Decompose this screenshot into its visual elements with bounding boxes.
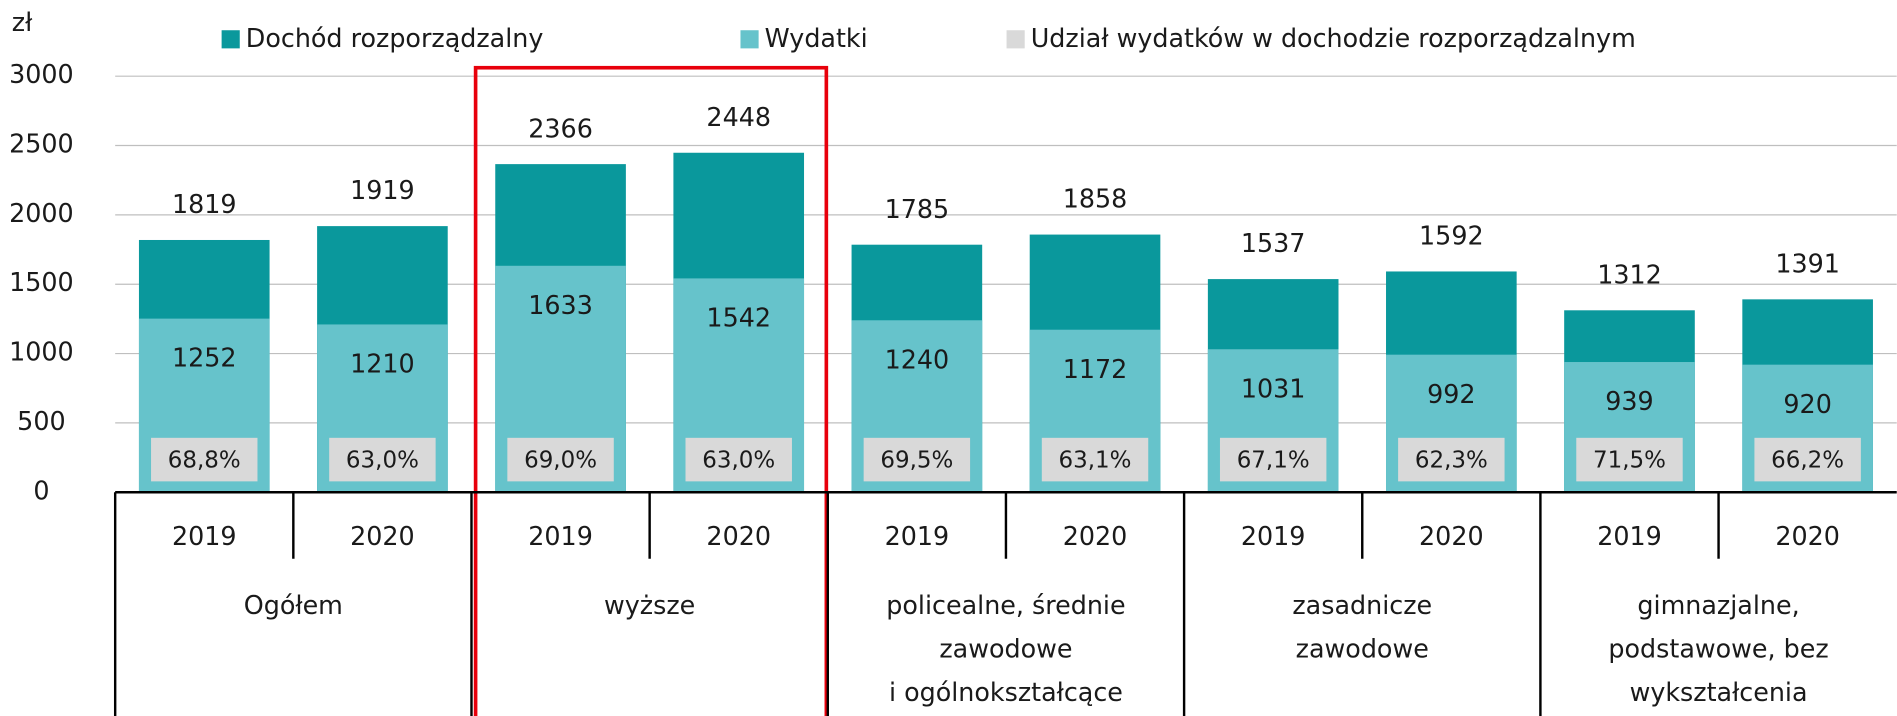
data-label: 1819: [172, 189, 237, 219]
share-box: [1219, 437, 1327, 482]
group-label-line: policealne, średnie: [886, 590, 1125, 620]
data-label: 1312: [1597, 259, 1662, 289]
group-label: wyższe: [604, 590, 695, 620]
share-label: 63,1%: [1059, 447, 1132, 473]
x-tick-label: 2019: [528, 521, 593, 551]
x-tick-label: 2019: [885, 521, 950, 551]
data-label: 992: [1427, 379, 1475, 409]
data-label: 1858: [1063, 184, 1128, 214]
x-tick-label: 2020: [350, 521, 415, 551]
group-label-line: podstawowe, bez: [1608, 634, 1828, 664]
data-label: 2366: [528, 113, 593, 143]
data-label: 1537: [1241, 228, 1306, 258]
y-tick-label: 0: [33, 475, 49, 505]
y-tick-label: 2500: [9, 129, 74, 159]
legend-label: Dochód rozporządzalny: [246, 23, 544, 53]
share-label: 67,1%: [1237, 447, 1310, 473]
x-tick-label: 2020: [706, 521, 771, 551]
legend-swatch: [221, 30, 240, 49]
share-box: [329, 437, 436, 482]
x-tick-label: 2019: [172, 521, 237, 551]
group-label-line: wykształcenia: [1630, 677, 1808, 707]
x-tick-label: 2020: [1419, 521, 1484, 551]
data-label: 1252: [172, 343, 237, 373]
group-label-line: wyższe: [604, 590, 695, 620]
y-tick-label: 2000: [9, 198, 74, 228]
data-label: 920: [1783, 389, 1831, 419]
share-label: 66,2%: [1771, 447, 1844, 473]
share-box: [507, 437, 614, 482]
share-box: [1398, 437, 1505, 482]
group-label: policealne, średnie zawodowe i ogólnokszta…: [886, 590, 1125, 707]
group-label-line: gimnazjalne,: [1637, 590, 1799, 620]
legend-swatch: [740, 30, 759, 49]
group-label-line: i ogólnokształcące: [889, 677, 1123, 707]
group-label-line: Ogółem: [244, 590, 343, 620]
data-label: 1391: [1775, 248, 1840, 278]
group-label-line: zawodowe: [939, 634, 1072, 664]
share-box: [863, 437, 971, 482]
y-tick-label: 1000: [9, 337, 74, 367]
data-label: 1172: [1063, 354, 1128, 384]
y-tick-label: 1500: [9, 267, 74, 297]
group-label-line: zawodowe: [1296, 634, 1429, 664]
x-tick-label: 2019: [1241, 521, 1306, 551]
data-label: 1633: [528, 290, 593, 320]
y-tick-label: 3000: [9, 59, 74, 89]
share-label: 63,0%: [346, 447, 419, 473]
share-box: [1754, 437, 1861, 482]
group-label-line: zasadnicze: [1292, 590, 1432, 620]
highlight-frame: [473, 65, 829, 716]
share-label: 62,3%: [1415, 447, 1488, 473]
share-box: [1041, 437, 1149, 482]
share-box: [151, 437, 258, 482]
group-label: Ogółem: [244, 590, 343, 620]
data-label: 1919: [350, 175, 415, 205]
share-label: 63,0%: [702, 447, 775, 473]
share-label: 68,8%: [168, 447, 241, 473]
data-label: 1785: [885, 194, 950, 224]
legend-label: Wydatki: [765, 23, 868, 53]
data-label: 939: [1605, 386, 1653, 416]
group-label: gimnazjalne, podstawowe, bez wykształcenia: [1608, 590, 1828, 707]
share-box: [1576, 437, 1683, 482]
y-axis-label: zł: [12, 7, 33, 37]
x-tick-label: 2020: [1063, 521, 1128, 551]
share-label: 69,0%: [524, 447, 597, 473]
data-label: 1542: [706, 303, 771, 333]
data-label: 2448: [706, 102, 771, 132]
x-tick-label: 2019: [1597, 521, 1662, 551]
share-label: 71,5%: [1593, 447, 1666, 473]
x-tick-label: 2020: [1775, 521, 1840, 551]
group-label: zasadnicze zawodowe: [1292, 590, 1432, 664]
data-label: 1210: [350, 349, 415, 379]
data-label: 1240: [885, 344, 950, 374]
data-label: 1592: [1419, 221, 1484, 251]
share-box: [685, 437, 792, 482]
share-label: 69,5%: [880, 447, 953, 473]
y-tick-label: 500: [17, 406, 65, 436]
legend-label: Udział wydatków w dochodzie rozporządzal…: [1031, 23, 1636, 53]
data-label: 1031: [1241, 373, 1306, 403]
legend-swatch: [1006, 30, 1025, 49]
